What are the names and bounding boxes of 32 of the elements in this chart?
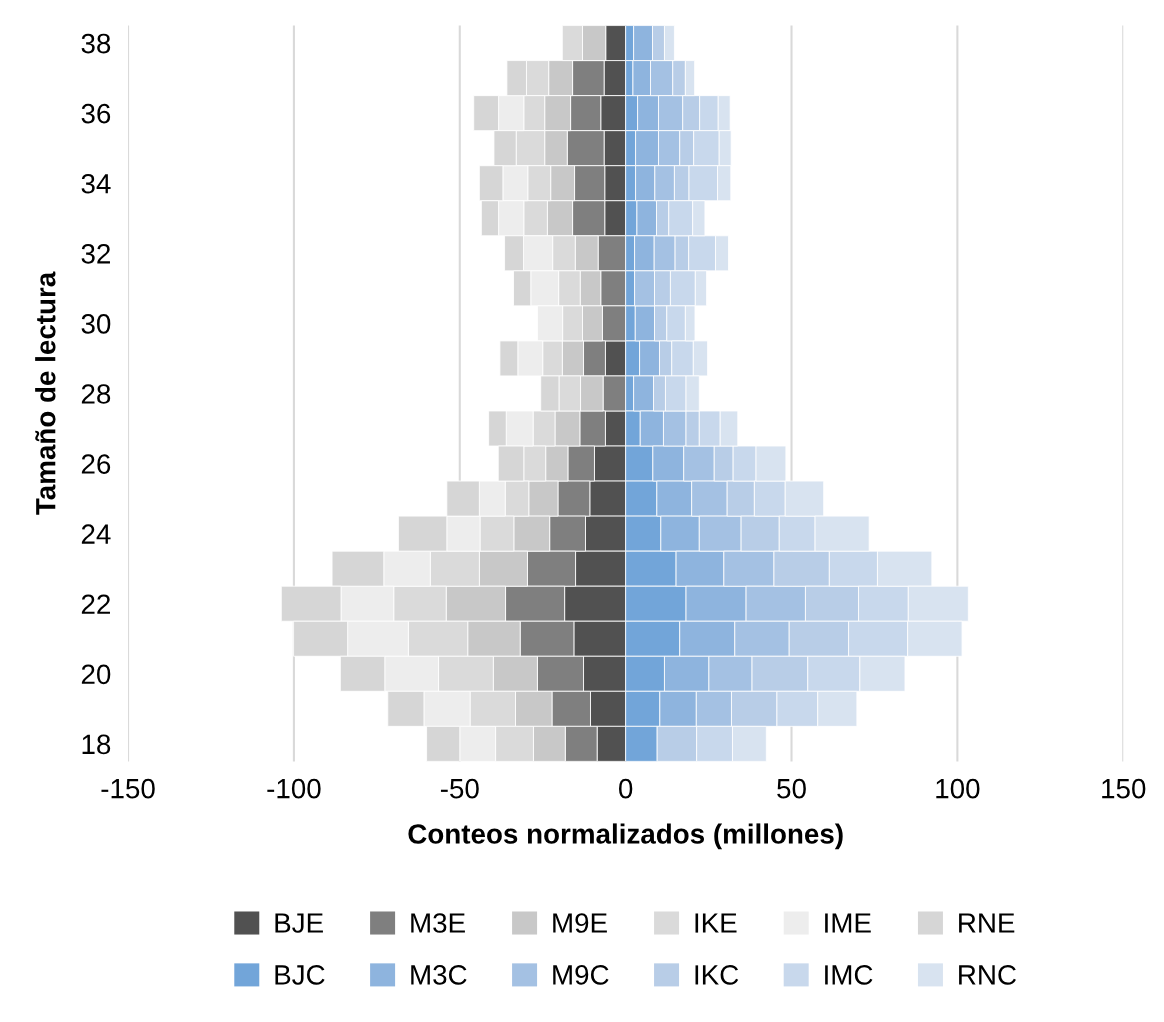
y-tick-label: 32: [81, 243, 110, 264]
x-tick-label: -150: [101, 778, 155, 799]
x-tick-label: -50: [440, 778, 479, 799]
x-tick-label: 50: [777, 778, 806, 799]
x-tick-label: 150: [1102, 778, 1146, 799]
legend-label: IKC: [695, 965, 739, 985]
legend-label: M3E: [411, 913, 465, 933]
legend-label: IKE: [695, 913, 737, 933]
legend-label: M3C: [411, 965, 467, 985]
legend-label: M9C: [553, 965, 609, 985]
y-axis-title: Tamaño de lectura: [35, 271, 56, 515]
legend-label: RNC: [959, 965, 1016, 985]
legend-label: BJC: [275, 965, 325, 985]
x-tick-label: 0: [619, 778, 633, 799]
x-tick-label: 100: [936, 778, 980, 799]
y-tick-label: 36: [81, 103, 111, 124]
y-tick-label: 30: [81, 314, 111, 334]
y-tick-label: 38: [81, 33, 111, 54]
y-tick-label: 34: [81, 173, 111, 194]
x-axis-title: Conteos normalizados (millones): [408, 823, 843, 850]
y-tick-label: 22: [81, 594, 110, 614]
legend-label: IMC: [825, 965, 873, 985]
y-tick-label: 24: [81, 524, 111, 544]
x-tick-label: -100: [267, 778, 321, 799]
legend-label: BJE: [275, 913, 323, 933]
y-tick-label: 18: [82, 734, 111, 755]
legend-label: RNE: [959, 913, 1015, 933]
y-tick-label: 20: [81, 664, 111, 685]
y-tick-label: 28: [81, 384, 111, 404]
legend-label: M9E: [553, 913, 607, 933]
legend-label: IME: [825, 913, 871, 933]
y-tick-label: 26: [81, 454, 111, 474]
